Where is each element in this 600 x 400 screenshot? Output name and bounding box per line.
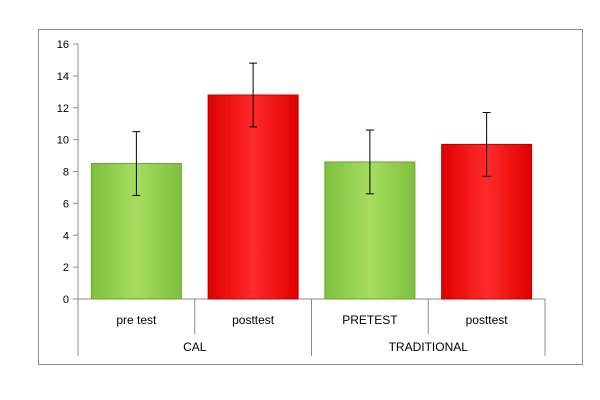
bars (90, 94, 533, 300)
y-tick-label: 14 (57, 71, 69, 83)
y-tick-label: 10 (57, 135, 69, 147)
y-tick-label: 2 (63, 262, 69, 274)
group-label: TRADITIONAL (389, 340, 469, 354)
y-tick-label: 8 (63, 167, 69, 179)
category-label: posttest (232, 313, 275, 327)
category-label: posttest (466, 313, 509, 327)
category-label: PRETEST (342, 313, 398, 327)
bar (207, 94, 299, 300)
error-bars (132, 62, 491, 196)
y-tick-label: 12 (57, 103, 69, 115)
y-tick-label: 0 (63, 294, 69, 306)
y-tick-label: 6 (63, 198, 69, 210)
y-tick-label: 16 (57, 39, 69, 51)
axis-labels: 0 2 4 6 8 10 12 14 16 pre test posttest PRETEST post… (57, 39, 509, 354)
group-label: CAL (183, 340, 207, 354)
category-label: pre test (116, 313, 157, 327)
y-tick-label: 4 (63, 230, 69, 242)
